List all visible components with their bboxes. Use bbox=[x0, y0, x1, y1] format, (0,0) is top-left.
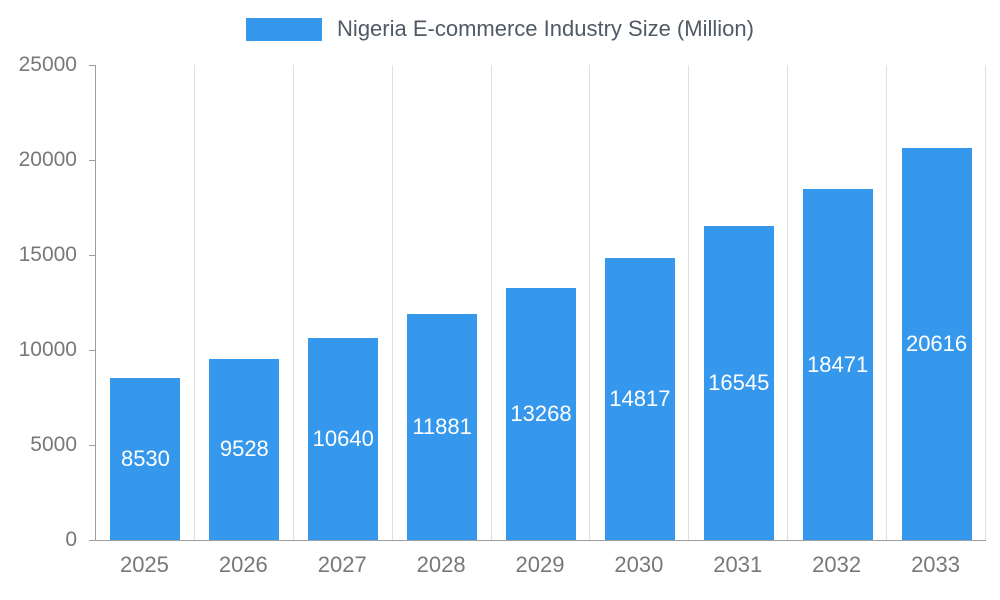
bar[interactable]: 16545 bbox=[703, 225, 774, 540]
plot-area: 8530 9528 10640 11881 13268 14817 16545 18471 20… bbox=[89, 65, 986, 541]
x-axis-label: 2031 bbox=[713, 552, 763, 577]
bar-value-label: 14817 bbox=[609, 386, 671, 412]
x-axis-label: 2028 bbox=[416, 552, 466, 577]
bar-value-label: 11881 bbox=[412, 414, 472, 440]
bar-value-label: 18471 bbox=[807, 351, 869, 377]
x-axis-label: 2033 bbox=[911, 552, 961, 577]
gridline-vertical bbox=[787, 65, 789, 540]
x-axis-label: 2032 bbox=[812, 552, 862, 577]
gridline-vertical bbox=[391, 65, 393, 540]
y-axis-label: 25000 bbox=[18, 53, 77, 76]
gridline-vertical bbox=[886, 65, 888, 540]
x-axis-label: 2027 bbox=[317, 552, 367, 577]
bar[interactable]: 13268 bbox=[506, 287, 576, 540]
bar[interactable]: 14817 bbox=[604, 258, 675, 540]
bar[interactable]: 8530 bbox=[110, 377, 181, 540]
gridline-vertical bbox=[985, 65, 986, 540]
bar-value-label: 16545 bbox=[708, 369, 770, 395]
y-axis-tick bbox=[89, 445, 96, 446]
y-axis-tick bbox=[89, 540, 96, 541]
gridline-vertical bbox=[193, 65, 195, 540]
y-axis-tick bbox=[89, 255, 96, 256]
y-axis-label: 15000 bbox=[18, 243, 77, 266]
gridline-vertical bbox=[292, 65, 294, 540]
chart: 0 5000 10000 15000 20000 25000 8530 9528 10640 1… bbox=[19, 53, 986, 577]
x-axis-label: 2026 bbox=[218, 552, 268, 577]
legend[interactable]: Nigeria E-commerce Industry Size (Millio… bbox=[0, 16, 1000, 42]
y-axis-label: 0 bbox=[65, 528, 77, 551]
x-axis-label: 2025 bbox=[119, 552, 169, 577]
bar-value-label: 20616 bbox=[905, 331, 968, 357]
y-axis-tick bbox=[89, 65, 96, 66]
bar-value-label: 9528 bbox=[219, 436, 269, 462]
y-axis-tick bbox=[89, 160, 96, 161]
bar[interactable]: 10640 bbox=[308, 337, 379, 540]
bar[interactable]: 18471 bbox=[802, 189, 873, 540]
x-axis-label: 2030 bbox=[614, 552, 664, 577]
y-axis-tick bbox=[89, 350, 96, 351]
y-axis: 0 5000 10000 15000 20000 25000 bbox=[5, 53, 85, 551]
y-axis-label: 10000 bbox=[18, 338, 77, 361]
y-axis-label: 20000 bbox=[18, 148, 77, 171]
gridline-vertical bbox=[688, 65, 690, 540]
x-axis: 2025 2026 2027 2028 2029 2030 2031 2032 2033 bbox=[95, 552, 985, 582]
gridline-vertical bbox=[589, 65, 591, 540]
bar-value-label: 10640 bbox=[312, 425, 374, 451]
legend-label: Nigeria E-commerce Industry Size (Millio… bbox=[337, 16, 754, 41]
gridline-vertical bbox=[490, 65, 492, 540]
bar-value-label: 8530 bbox=[120, 445, 170, 471]
bar[interactable]: 20616 bbox=[901, 148, 972, 540]
bar-value-label: 13268 bbox=[510, 400, 572, 426]
y-axis-label: 5000 bbox=[30, 433, 77, 456]
x-axis-label: 2029 bbox=[515, 552, 565, 577]
legend-swatch[interactable] bbox=[246, 17, 323, 41]
bar[interactable]: 11881 bbox=[407, 314, 478, 540]
bar[interactable]: 9528 bbox=[209, 358, 280, 540]
